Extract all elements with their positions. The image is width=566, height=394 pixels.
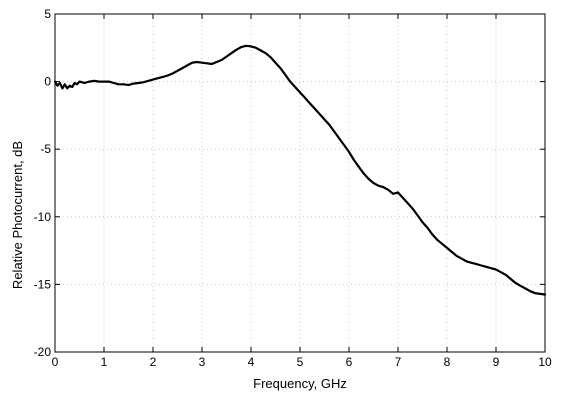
y-tick-labels: 5 0 -5 -10 -15 -20 <box>34 7 52 359</box>
x-tick-label: 0 <box>52 355 59 369</box>
y-tick-label: -20 <box>34 345 52 359</box>
x-tick-label: 9 <box>493 355 500 369</box>
x-tick-label: 8 <box>444 355 451 369</box>
x-tick-label: 6 <box>346 355 353 369</box>
series-layer <box>53 44 547 296</box>
y-tick-label: 5 <box>44 7 51 21</box>
gridlines <box>55 14 545 352</box>
x-tick-label: 10 <box>538 355 552 369</box>
x-tick-label: 5 <box>297 355 304 369</box>
y-tick-label: -10 <box>34 210 52 224</box>
y-tick-label: 0 <box>44 75 51 89</box>
x-axis-label: Frequency, GHz <box>253 376 347 391</box>
y-tick-label: -15 <box>34 277 52 291</box>
series-line <box>53 44 547 296</box>
x-tick-labels: 0 1 2 3 4 5 6 7 8 9 10 <box>52 355 552 369</box>
x-tick-label: 4 <box>248 355 255 369</box>
x-tick-label: 3 <box>199 355 206 369</box>
x-tick-label: 7 <box>395 355 402 369</box>
y-axis-label: Relative Photocurrent, dB <box>10 141 25 289</box>
x-tick-label: 2 <box>150 355 157 369</box>
axes-frame <box>54 13 546 353</box>
y-tick-label: -5 <box>40 142 51 156</box>
x-tick-label: 1 <box>101 355 108 369</box>
